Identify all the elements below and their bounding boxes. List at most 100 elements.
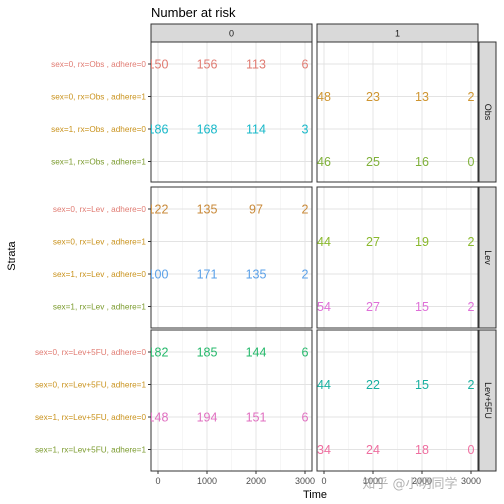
panel-border — [316, 41, 479, 183]
risk-count-value: 148 — [148, 411, 169, 425]
row-strip-label-1: Lev — [483, 250, 493, 265]
panel-values-r1-c0: 122 135 97 2 100 171 135 2 — [148, 203, 309, 282]
strata-label: sex=0, rx=Lev , adhere=0 — [53, 205, 147, 214]
risk-count-value: 182 — [148, 346, 169, 360]
risk-count-value: 194 — [197, 411, 218, 425]
strata-labels-layer: sex=0, rx=Obs , adhere=0 sex=0, rx=Obs , … — [35, 60, 151, 455]
watermark: 知乎 @小明同学 — [362, 476, 457, 492]
risk-count-value: 2 — [468, 235, 475, 249]
risk-count-value: 19 — [415, 235, 429, 249]
panel-r1-c1 — [316, 186, 479, 329]
risk-count-value: 0 — [468, 443, 475, 457]
risk-count-value: 48 — [317, 90, 331, 104]
risk-count-value: 15 — [415, 300, 429, 314]
risk-count-value: 2 — [302, 268, 309, 282]
risk-count-value: 46 — [317, 155, 331, 169]
risk-count-value: 15 — [415, 378, 429, 392]
risk-count-value: 6 — [302, 411, 309, 425]
risk-count-value: 6 — [302, 58, 309, 72]
risk-count-value: 18 — [415, 443, 429, 457]
risk-count-value: 122 — [148, 203, 169, 217]
risk-count-value: 144 — [246, 346, 267, 360]
chart-title: Number at risk — [151, 5, 236, 20]
risk-count-value: 135 — [197, 203, 218, 217]
risk-count-value: 151 — [246, 411, 267, 425]
x-tick-label: 3000 — [461, 476, 481, 486]
risk-count-value: 2 — [468, 300, 475, 314]
panel-values-r2-c1: 44 22 15 2 34 24 18 0 — [317, 378, 474, 457]
row-strip-1 — [478, 186, 497, 329]
risk-count-value: 156 — [197, 58, 218, 72]
risk-count-value: 34 — [317, 443, 331, 457]
x-tick-label: 3000 — [295, 476, 315, 486]
risk-count-value: 13 — [415, 90, 429, 104]
row-strip-0 — [478, 41, 497, 183]
panel-r2-c1 — [316, 329, 479, 472]
panel-border — [150, 329, 313, 472]
panel-values-r0-c0: 150 156 113 6 186 168 114 3 — [148, 58, 309, 137]
risk-count-value: 25 — [366, 155, 380, 169]
risk-count-value: 2 — [468, 378, 475, 392]
risk-count-value: 6 — [302, 346, 309, 360]
row-strip-label-0: Obs — [483, 104, 493, 121]
panel-border — [150, 186, 313, 329]
panel-values-r0-c1: 48 23 13 2 46 25 16 0 — [317, 90, 474, 169]
risk-count-value: 186 — [148, 123, 169, 137]
risk-count-value: 113 — [246, 58, 266, 72]
panel-r0-c1 — [316, 41, 479, 183]
column-strip-label-0: 0 — [229, 29, 234, 39]
risk-count-value: 171 — [197, 268, 218, 282]
x-tick-label: 2000 — [412, 476, 432, 486]
strata-label: sex=0, rx=Obs , adhere=1 — [51, 93, 146, 102]
row-strip-label-2: Lev+5FU — [483, 382, 493, 419]
panel-border — [150, 41, 313, 183]
panel-border — [316, 329, 479, 472]
strata-label: sex=0, rx=Lev , adhere=1 — [53, 238, 147, 247]
strata-label: sex=1, rx=Lev , adhere=0 — [53, 270, 147, 279]
risk-count-value: 185 — [197, 346, 218, 360]
panel-r0-c0 — [150, 41, 313, 183]
panel-values-r1-c1: 44 27 19 2 54 27 15 2 — [317, 235, 474, 314]
risk-count-value: 2 — [302, 203, 309, 217]
x-axis-label: Time — [303, 489, 327, 501]
strata-label: sex=1, rx=Lev+5FU, adhere=0 — [35, 413, 147, 422]
y-axis-label: Strata — [6, 240, 18, 270]
column-strip-label-1: 1 — [395, 29, 400, 39]
row-strip-2 — [478, 329, 497, 472]
risk-count-value: 2 — [468, 90, 475, 104]
risk-count-value: 22 — [366, 378, 380, 392]
strata-label: sex=1, rx=Lev+5FU, adhere=1 — [35, 446, 147, 455]
risk-count-value: 150 — [148, 58, 169, 72]
strata-label: sex=0, rx=Obs , adhere=0 — [51, 60, 146, 69]
strata-label: sex=0, rx=Lev+5FU, adhere=1 — [35, 381, 147, 390]
risk-count-value: 0 — [468, 155, 475, 169]
panel-r2-c0 — [150, 329, 313, 472]
panel-r1-c0 — [150, 186, 313, 329]
x-tick-label: 1000 — [363, 476, 383, 486]
panel-border — [316, 186, 479, 329]
risk-count-value: 44 — [317, 235, 331, 249]
strata-label: sex=1, rx=Obs , adhere=0 — [51, 125, 146, 134]
risk-count-value: 24 — [366, 443, 380, 457]
strata-label: sex=1, rx=Lev , adhere=1 — [53, 303, 147, 312]
x-tick-label: 1000 — [197, 476, 217, 486]
risk-count-value: 168 — [197, 123, 218, 137]
x-tick-label: 0 — [321, 476, 326, 486]
risk-count-value: 23 — [366, 90, 380, 104]
risk-count-value: 27 — [366, 235, 380, 249]
strata-label: sex=0, rx=Lev+5FU, adhere=0 — [35, 348, 147, 357]
risk-count-value: 100 — [148, 268, 169, 282]
x-tick-label: 0 — [155, 476, 160, 486]
risk-count-value: 97 — [249, 203, 263, 217]
strata-label: sex=1, rx=Obs , adhere=1 — [51, 158, 146, 167]
risk-count-value: 135 — [246, 268, 267, 282]
risk-count-value: 3 — [302, 123, 309, 137]
risk-count-value: 54 — [317, 300, 331, 314]
risk-count-value: 27 — [366, 300, 380, 314]
risk-count-value: 114 — [246, 123, 266, 137]
x-tick-label: 2000 — [246, 476, 266, 486]
panel-values-r2-c0: 182 185 144 6 148 194 151 6 — [148, 346, 309, 425]
risk-count-value: 44 — [317, 378, 331, 392]
